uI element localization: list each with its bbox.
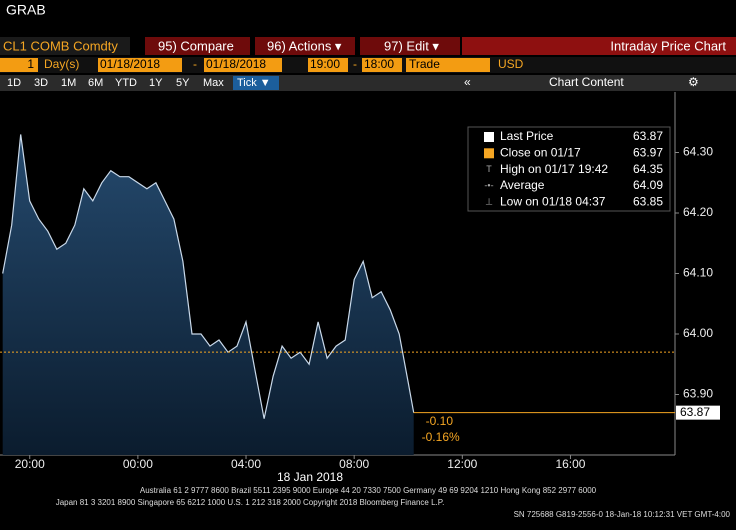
range-button-active[interactable]: [233, 76, 279, 90]
range-button[interactable]: Tick ▼: [237, 77, 271, 89]
window-title: GRAB: [6, 2, 46, 18]
change-pct-label: -0.16%: [422, 430, 460, 444]
time-separator: -: [353, 57, 357, 71]
date-label: 18 Jan 2018: [277, 470, 343, 484]
range-button[interactable]: Max: [203, 77, 224, 89]
legend-icon: ⊥: [485, 197, 493, 207]
legend-icon: -•-: [484, 180, 493, 190]
legend-label: Low on 01/18 04:37: [500, 194, 606, 208]
range-button[interactable]: 1M: [61, 77, 76, 89]
change-label: -0.10: [426, 414, 454, 428]
x-tick-label: 20:00: [15, 457, 45, 471]
legend-swatch: [484, 148, 494, 159]
chart-type-title: Intraday Price Chart: [610, 38, 726, 53]
x-tick-label: 16:00: [555, 457, 585, 471]
start-date: 01/18/2018: [100, 57, 160, 71]
period-unit: Day(s): [44, 57, 79, 71]
compare-button[interactable]: [145, 37, 250, 55]
x-tick-label: 12:00: [447, 457, 477, 471]
security-box[interactable]: [0, 37, 130, 55]
period: 1: [27, 57, 34, 71]
legend-value: 63.85: [633, 194, 663, 208]
price-area: [2, 134, 414, 455]
start-time-input[interactable]: [308, 58, 348, 72]
edit-button[interactable]: [360, 37, 460, 55]
range-button[interactable]: YTD: [115, 77, 137, 89]
legend-value: 63.97: [633, 145, 663, 159]
legend-label: Last Price: [500, 129, 554, 143]
actions-label: 96) Actions ▾: [267, 38, 342, 53]
legend-box: [467, 126, 671, 212]
currency: USD: [498, 57, 524, 71]
legend-label: Average: [500, 178, 545, 192]
legend-swatch: [484, 132, 494, 142]
range-button[interactable]: 6M: [88, 77, 103, 89]
y-tick-label: 64.00: [683, 326, 713, 340]
end-time: 18:00: [364, 57, 394, 71]
range-buttons: 1D 3D 1M 6M YTD 1Y 5Y Max Tick ▼: [7, 76, 279, 90]
x-tick-label: 04:00: [231, 457, 261, 471]
legend-value: 63.87: [633, 129, 663, 143]
period-input[interactable]: [0, 58, 38, 72]
legend-value: 64.09: [633, 178, 663, 192]
range-button[interactable]: 1D: [7, 77, 21, 89]
legend-icon: T: [486, 164, 492, 174]
footer-line: Japan 81 3 3201 8900 Singapore 65 6212 1…: [56, 498, 445, 507]
start-date-input[interactable]: [98, 58, 182, 72]
event-select[interactable]: [406, 58, 490, 72]
legend-label: High on 01/17 19:42: [500, 162, 608, 176]
range-button[interactable]: 5Y: [176, 77, 190, 89]
y-tick-label: 63.90: [683, 387, 713, 401]
settings-icon[interactable]: ⚙: [688, 75, 699, 89]
title-bar: [462, 37, 736, 55]
end-date-input[interactable]: [204, 58, 282, 72]
x-tick-label: 00:00: [123, 457, 153, 471]
legend-label: Close on 01/17: [500, 145, 581, 159]
y-tick-label: 64.20: [683, 205, 713, 219]
range-bar: [0, 75, 736, 91]
footer-line: SN 725688 G819-2556-0 18-Jan-18 10:12:31…: [514, 510, 731, 519]
footer-line: Australia 61 2 9777 8600 Brazil 5511 239…: [140, 486, 597, 495]
event: Trade: [409, 57, 440, 71]
compare-label: 95) Compare: [158, 38, 234, 53]
range-button[interactable]: 3D: [34, 77, 48, 89]
range-button[interactable]: 1Y: [149, 77, 163, 89]
end-time-input[interactable]: [362, 58, 402, 72]
chart-content-button[interactable]: Chart Content: [549, 75, 624, 89]
x-tick-label: 08:00: [339, 457, 369, 471]
last-price-tag-label: 63.87: [680, 405, 710, 419]
end-date: 01/18/2018: [206, 57, 266, 71]
security: CL1 COMB Comdty: [3, 38, 118, 53]
edit-label: 97) Edit ▾: [384, 38, 439, 53]
actions-button[interactable]: [255, 37, 355, 55]
legend-value: 64.35: [633, 162, 663, 176]
y-tick-label: 64.10: [683, 266, 713, 280]
price-line: [2, 134, 415, 419]
y-tick-label: 64.30: [683, 145, 713, 159]
collapse-button[interactable]: «: [464, 75, 471, 89]
last-price-tag: [676, 405, 720, 420]
start-time: 19:00: [310, 57, 340, 71]
date-separator: -: [193, 57, 197, 71]
